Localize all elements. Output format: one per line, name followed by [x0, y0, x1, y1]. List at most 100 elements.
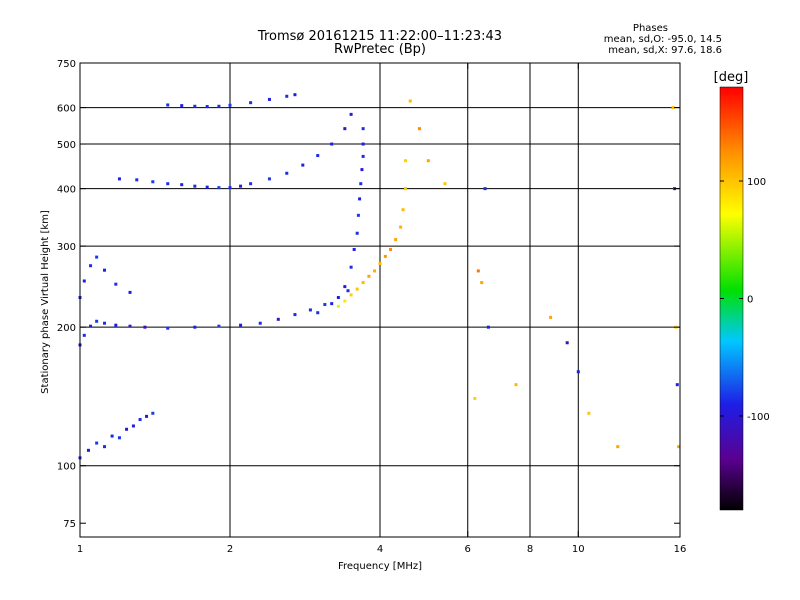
data-point [267, 97, 271, 101]
data-point [193, 104, 197, 108]
data-point [89, 324, 93, 328]
data-point [217, 324, 221, 328]
data-point [166, 326, 170, 330]
data-point [389, 247, 393, 251]
data-point [514, 383, 518, 387]
data-point [86, 448, 90, 452]
data-point [205, 185, 209, 189]
chart-subtitle: RwPretec (Bp) [334, 42, 426, 57]
data-point [228, 103, 232, 107]
data-point [143, 325, 147, 329]
x-tick-label: 4 [377, 544, 383, 555]
data-point [355, 287, 359, 291]
data-point [193, 184, 197, 188]
data-point [394, 238, 398, 242]
data-point [151, 180, 155, 184]
data-point [89, 264, 93, 268]
data-point [343, 127, 347, 131]
y-tick-label: 200 [57, 323, 76, 334]
data-point [239, 184, 243, 188]
y-tick-label: 750 [57, 59, 76, 70]
data-point [399, 225, 403, 229]
data-point [378, 262, 382, 266]
x-axis-label: Frequency [MHz] [338, 561, 422, 572]
data-point [103, 445, 107, 449]
data-point [293, 313, 297, 317]
data-point [587, 411, 591, 415]
data-point [403, 159, 407, 163]
y-tick-label: 500 [57, 140, 76, 151]
data-point [285, 94, 289, 98]
y-tick-label: 400 [57, 185, 76, 196]
chart-title: Tromsø 20161215 11:22:00–11:23:43 [257, 29, 502, 44]
stats-line-x: mean, sd,X: 97.6, 18.6 [608, 45, 722, 56]
data-point [193, 325, 197, 329]
data-point [316, 311, 320, 315]
data-point [343, 299, 347, 303]
data-point [180, 183, 184, 187]
data-point [249, 101, 253, 105]
data-point [117, 177, 121, 181]
data-point [82, 333, 86, 337]
data-point [95, 255, 99, 259]
data-point [239, 323, 243, 327]
data-point [677, 445, 681, 449]
y-tick-label: 100 [57, 462, 76, 473]
data-point [110, 434, 114, 438]
data-point [403, 187, 407, 191]
data-point [323, 303, 327, 307]
data-point [476, 269, 480, 273]
data-points [78, 93, 681, 460]
data-point [166, 103, 170, 107]
data-point [336, 296, 340, 300]
data-point [373, 269, 377, 273]
data-point [217, 104, 221, 108]
data-point [426, 159, 430, 163]
data-point [131, 424, 135, 428]
x-tick-label: 10 [572, 544, 585, 555]
data-point [114, 282, 118, 286]
data-point [293, 93, 297, 97]
data-point [138, 418, 142, 422]
data-point [565, 341, 569, 345]
data-point [355, 231, 359, 235]
data-point [473, 396, 477, 400]
data-point [549, 315, 553, 319]
data-point [103, 321, 107, 325]
colorbar-ticks: 100 0 -100 [720, 177, 770, 423]
data-point [82, 279, 86, 283]
data-point [114, 323, 118, 327]
data-point [249, 182, 253, 186]
data-point [125, 427, 129, 431]
data-point [671, 106, 675, 110]
x-tick-label: 6 [465, 544, 471, 555]
data-point [443, 182, 447, 186]
data-point [408, 99, 412, 103]
data-point [367, 274, 371, 278]
y-tick-label: 75 [63, 519, 76, 530]
data-point [166, 182, 170, 186]
data-point [180, 104, 184, 108]
data-point [383, 254, 387, 258]
data-point [675, 383, 679, 387]
data-point [308, 308, 312, 312]
axes: 1 2 4 6 8 10 16 75 100 200 300 400 500 600 750 [57, 59, 686, 555]
data-point [346, 289, 350, 293]
data-point [361, 154, 365, 158]
data-point [135, 178, 139, 182]
stats-line-o: mean, sd,O: -95.0, 14.5 [604, 34, 722, 45]
data-point [103, 268, 107, 272]
data-point [359, 182, 363, 186]
data-point [276, 317, 280, 321]
data-point [258, 321, 262, 325]
data-point [361, 281, 365, 285]
data-point [576, 370, 580, 374]
colorbar-tick-label: 100 [747, 177, 766, 188]
data-point [95, 441, 99, 445]
stats-heading: Phases [633, 23, 668, 34]
data-point [349, 293, 353, 297]
data-point [361, 127, 365, 131]
data-point [480, 281, 484, 285]
colorbar-tick-label: -100 [747, 412, 770, 423]
